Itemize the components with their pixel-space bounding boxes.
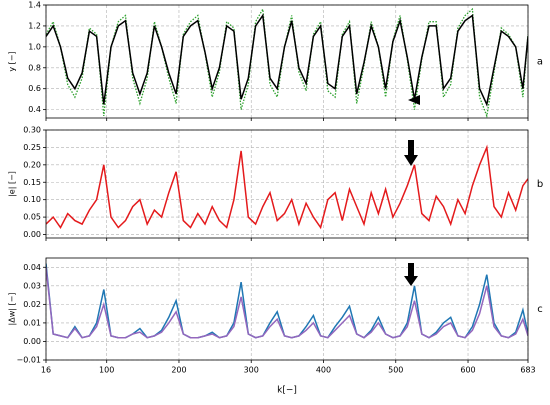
x-tick-label: 200 <box>171 366 186 375</box>
arrow-c <box>404 263 418 286</box>
x-tick-label: 500 <box>388 366 403 375</box>
panel: 0.00 0.05 0.10 0.15 0.20 0.25 0.30 |e| [−] b <box>8 126 543 241</box>
y-tick-label: 0.10 <box>23 195 41 204</box>
panel-label: a <box>537 57 543 68</box>
series-line <box>46 13 528 107</box>
x-tick-label: 400 <box>316 366 331 375</box>
axes-frame <box>45 129 529 239</box>
series-line <box>46 263 528 339</box>
x-tick-label: 300 <box>244 366 259 375</box>
x-tick-label: 683 <box>520 366 535 375</box>
x-tick-label: 100 <box>99 366 114 375</box>
panel-label: b <box>537 179 543 190</box>
panel: 0.4 0.6 0.8 1.0 1.2 1.4 y [−] a <box>8 1 543 121</box>
y-tick-label: 1.0 <box>28 42 41 51</box>
marker-triangle <box>408 95 420 105</box>
y-tick-label: 0.04 <box>23 263 41 272</box>
panel-label: c <box>537 304 543 315</box>
y-tick-label: 0.15 <box>23 178 41 187</box>
y-tick-label: 0.01 <box>23 318 41 327</box>
y-tick-label: −0.01 <box>16 356 41 365</box>
x-axis-label: k[−] <box>277 386 297 396</box>
axes-frame <box>45 4 529 119</box>
x-tick-label: 600 <box>460 366 475 375</box>
axes-frame <box>45 257 529 361</box>
y-axis-label: |Δw| [−] <box>8 293 17 326</box>
y-tick-label: 1.2 <box>28 21 41 30</box>
x-tick-label: 16 <box>41 366 51 375</box>
y-tick-label: 0.00 <box>23 230 41 239</box>
y-tick-label: 0.02 <box>23 300 41 309</box>
series-line <box>46 144 528 230</box>
y-tick-label: 0.03 <box>23 281 41 290</box>
y-tick-label: 0.8 <box>28 63 41 72</box>
y-tick-label: 0.00 <box>23 337 41 346</box>
y-tick-label: 0.6 <box>28 84 41 93</box>
y-tick-label: 0.25 <box>23 143 41 152</box>
y-axis-label: y [−] <box>8 51 17 71</box>
panel: 16 100 200 300 400 500 600 683 −0.01 0.00 0.01 0.02… <box>8 257 543 396</box>
y-tick-label: 0.20 <box>23 160 41 169</box>
y-tick-label: 0.05 <box>23 213 41 222</box>
series-line <box>46 267 528 339</box>
y-tick-label: 0.4 <box>28 105 41 114</box>
y-axis-label: |e| [−] <box>8 171 17 197</box>
y-tick-label: 1.4 <box>28 1 41 10</box>
y-tick-label: 0.30 <box>23 126 41 135</box>
arrow-b <box>404 140 418 166</box>
